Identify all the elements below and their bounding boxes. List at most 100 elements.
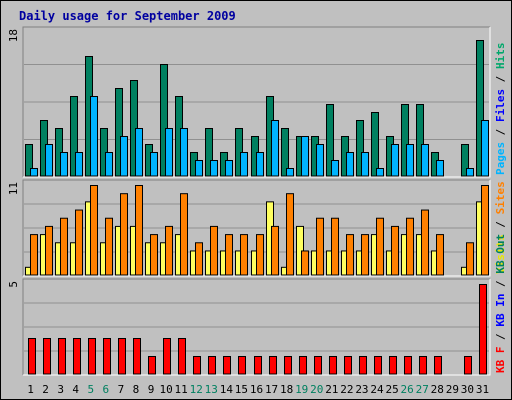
bar-files — [165, 128, 173, 177]
bar-sites — [346, 234, 354, 276]
bar-sites — [225, 234, 233, 276]
bar-sites — [391, 225, 399, 276]
bar-sites — [105, 217, 113, 276]
panel-border-dark — [22, 26, 490, 177]
x-tick-label: 5 — [87, 383, 94, 396]
bar-kb-f — [148, 356, 156, 375]
axis-label-separator: / — [494, 214, 507, 234]
bar-files — [120, 136, 128, 177]
bar-sites — [286, 193, 294, 276]
axis-label-part: KB Out — [494, 234, 507, 274]
bar-kb-f — [284, 356, 292, 375]
x-tick-label: 30 — [461, 383, 474, 396]
bar-sites — [256, 234, 264, 276]
x-tick-label: 17 — [265, 383, 278, 396]
x-tick-label: 2 — [42, 383, 49, 396]
panel-1: 18 Pages / Files / Hits — [7, 26, 507, 178]
bar-sites — [75, 209, 83, 276]
x-tick-label: 26 — [401, 383, 414, 396]
x-tick-label: 9 — [148, 383, 155, 396]
bar-kb-f — [404, 356, 412, 375]
panel-border-light — [23, 279, 491, 376]
bar-sites — [195, 242, 203, 276]
bar-hits — [115, 88, 123, 177]
bar-kb-f — [223, 356, 231, 375]
bar-hits — [160, 64, 168, 177]
bar-files — [286, 168, 294, 177]
bar-sites — [361, 234, 369, 276]
bar-sites — [150, 234, 158, 276]
bar-sites — [45, 225, 53, 276]
chart-panels: 18 Pages / Files / Hits 11 Visits / Sites 5 K… — [7, 26, 507, 376]
bar-kb-f — [479, 284, 487, 375]
bar-files — [466, 168, 474, 177]
panel-border-dark — [22, 278, 490, 375]
bar-files — [195, 160, 203, 177]
bar-sites — [466, 242, 474, 276]
bar-kb-f — [329, 356, 337, 375]
y-max-label: 11 — [7, 182, 20, 195]
bar-sites — [210, 225, 218, 276]
x-tick-label: 14 — [220, 383, 234, 396]
x-tick-label: 28 — [431, 383, 444, 396]
bar-sites — [90, 185, 98, 276]
bar-kb-f — [464, 356, 472, 375]
bar-files — [376, 168, 384, 177]
bar-kb-f — [28, 338, 36, 375]
x-tick-label: 22 — [340, 383, 353, 396]
bar-sites — [60, 217, 68, 276]
bar-files — [210, 160, 218, 177]
bar-files — [301, 136, 309, 177]
x-tick-label: 8 — [133, 383, 140, 396]
axis-label-part: KB F — [494, 347, 507, 374]
bar-hits — [70, 96, 78, 177]
y-max-label: 5 — [7, 281, 20, 288]
bar-sites — [316, 217, 324, 276]
bar-files — [256, 152, 264, 177]
axis-label-part: Hits — [494, 43, 507, 70]
bar-hits — [371, 112, 379, 177]
bar-sites — [301, 250, 309, 276]
bar-sites — [180, 193, 188, 276]
bar-kb-f — [254, 356, 262, 375]
x-tick-label: 27 — [416, 383, 429, 396]
bar-hits — [281, 128, 289, 177]
x-tick-label: 6 — [103, 383, 110, 396]
bar-kb-f — [58, 338, 66, 375]
bar-files — [391, 144, 399, 177]
bar-files — [135, 128, 143, 177]
bar-kb-f — [208, 356, 216, 375]
bar-kb-f — [193, 356, 201, 375]
bar-sites — [331, 217, 339, 276]
x-tick-label: 13 — [205, 383, 218, 396]
x-tick-label: 23 — [355, 383, 368, 396]
bar-hits — [326, 104, 334, 177]
bar-files — [105, 152, 113, 177]
bar-files — [60, 152, 68, 177]
bar-sites — [421, 209, 429, 276]
axis-label-separator: / — [494, 69, 507, 89]
bar-kb-f — [73, 338, 81, 375]
bar-kb-f — [344, 356, 352, 375]
bar-sites — [436, 234, 444, 276]
bar-sites — [165, 225, 173, 276]
bar-files — [316, 144, 324, 177]
chart-title: Daily usage for September 2009 — [19, 9, 236, 23]
panel-2: 11 Visits / Sites — [7, 179, 507, 277]
bar-sites — [271, 225, 279, 276]
bar-sites — [406, 217, 414, 276]
bar-files — [240, 152, 248, 177]
axis-label-separator: / — [494, 274, 507, 294]
bar-files — [180, 128, 188, 177]
x-tick-label: 29 — [446, 383, 459, 396]
x-tick-label: 15 — [235, 383, 248, 396]
bar-sites — [481, 185, 489, 276]
axis-label-part: KB In — [494, 294, 507, 327]
x-tick-label: 1 — [27, 383, 34, 396]
bar-hits — [461, 144, 469, 177]
bar-hits — [25, 144, 33, 177]
axis-label-separator: / — [494, 327, 507, 347]
bar-kb-f — [178, 338, 186, 375]
bar-sites — [240, 234, 248, 276]
